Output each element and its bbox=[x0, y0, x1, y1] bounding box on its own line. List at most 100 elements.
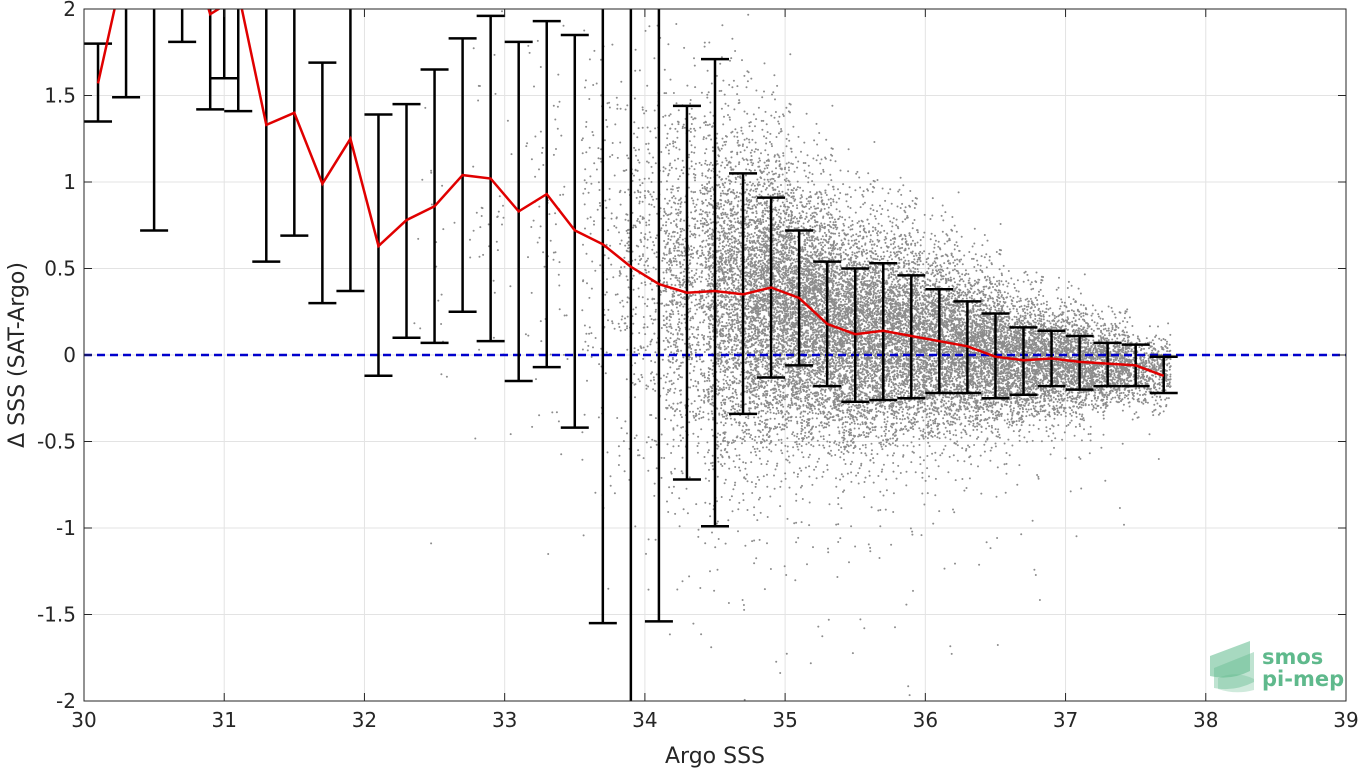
scatter-point bbox=[723, 386, 725, 388]
scatter-point bbox=[725, 543, 727, 545]
scatter-point bbox=[540, 225, 542, 227]
scatter-point bbox=[540, 340, 542, 342]
scatter-point bbox=[759, 176, 761, 178]
scatter-point bbox=[673, 231, 675, 233]
scatter-point bbox=[758, 499, 760, 501]
scatter-point bbox=[725, 380, 727, 382]
scatter-point bbox=[711, 369, 713, 371]
scatter-point bbox=[677, 310, 679, 312]
scatter-point bbox=[660, 227, 662, 229]
scatter-point bbox=[788, 456, 790, 458]
scatter-point bbox=[676, 589, 678, 591]
scatter-point bbox=[479, 226, 481, 228]
scatter-point bbox=[778, 389, 780, 391]
scatter-point bbox=[642, 296, 644, 298]
scatter-point bbox=[691, 249, 693, 251]
scatter-point bbox=[766, 463, 768, 465]
scatter-point bbox=[430, 170, 432, 172]
scatter-point bbox=[735, 181, 737, 183]
scatter-point bbox=[644, 197, 646, 199]
scatter-point bbox=[679, 282, 681, 284]
scatter-point bbox=[763, 235, 765, 237]
scatter-point bbox=[640, 191, 642, 193]
scatter-point bbox=[607, 451, 609, 453]
scatter-point bbox=[731, 267, 733, 269]
scatter-point bbox=[770, 115, 772, 117]
scatter-point bbox=[764, 162, 766, 164]
scatter-point bbox=[707, 229, 709, 231]
scatter-point bbox=[637, 170, 639, 172]
scatter-point bbox=[637, 449, 639, 451]
scatter-point bbox=[582, 349, 584, 351]
scatter-point bbox=[533, 86, 535, 88]
scatter-point bbox=[599, 264, 601, 266]
scatter-point bbox=[604, 139, 606, 141]
scatter-point bbox=[699, 255, 701, 257]
scatter-point bbox=[717, 476, 719, 478]
scatter-point bbox=[688, 421, 690, 423]
scatter-point bbox=[680, 350, 682, 352]
scatter-point bbox=[646, 161, 648, 163]
scatter-point bbox=[729, 243, 731, 245]
scatter-point bbox=[702, 203, 704, 205]
scatter-point bbox=[721, 404, 723, 406]
scatter-point bbox=[710, 177, 712, 179]
scatter-point bbox=[642, 358, 644, 360]
scatter-point bbox=[789, 111, 791, 113]
scatter-point bbox=[670, 345, 672, 347]
scatter-point bbox=[654, 483, 656, 485]
scatter-point bbox=[736, 265, 738, 267]
scatter-point bbox=[722, 370, 724, 372]
scatter-point bbox=[787, 134, 789, 136]
scatter-point bbox=[671, 309, 673, 311]
scatter-point bbox=[732, 371, 734, 373]
scatter-point bbox=[738, 424, 740, 426]
scatter-point bbox=[740, 270, 742, 272]
scatter-point bbox=[717, 433, 719, 435]
scatter-point bbox=[680, 231, 682, 233]
scatter-point bbox=[703, 138, 705, 140]
scatter-point bbox=[675, 275, 677, 277]
scatter-point bbox=[772, 200, 774, 202]
scatter-point bbox=[720, 90, 722, 92]
scatter-point bbox=[747, 382, 749, 384]
scatter-point bbox=[739, 409, 741, 411]
scatter-point bbox=[668, 269, 670, 271]
scatter-point bbox=[718, 262, 720, 264]
scatter-point bbox=[566, 314, 568, 316]
scatter-point bbox=[725, 178, 727, 180]
scatter-point bbox=[730, 264, 732, 266]
scatter-point bbox=[710, 323, 712, 325]
scatter-point bbox=[708, 295, 710, 297]
scatter-point bbox=[679, 410, 681, 412]
scatter-point bbox=[736, 191, 738, 193]
scatter-point bbox=[621, 300, 623, 302]
scatter-point bbox=[768, 350, 770, 352]
scatter-point bbox=[722, 440, 724, 442]
scatter-point bbox=[721, 414, 723, 416]
scatter-point bbox=[751, 155, 753, 157]
scatter-point bbox=[627, 232, 629, 234]
scatter-point bbox=[694, 86, 696, 88]
scatter-point bbox=[762, 435, 764, 437]
scatter-point bbox=[669, 128, 671, 130]
scatter-point bbox=[694, 65, 696, 67]
scatter-point bbox=[626, 349, 628, 351]
scatter-point bbox=[746, 210, 748, 212]
scatter-point bbox=[726, 295, 728, 297]
scatter-point bbox=[756, 442, 758, 444]
scatter-point bbox=[588, 333, 590, 335]
scatter-point bbox=[671, 327, 673, 329]
scatter-point bbox=[587, 345, 589, 347]
scatter-point bbox=[678, 374, 680, 376]
scatter-point bbox=[540, 131, 542, 133]
scatter-point bbox=[766, 261, 768, 263]
scatter-point bbox=[677, 131, 679, 133]
scatter-point bbox=[695, 299, 697, 301]
scatter-point bbox=[493, 280, 495, 282]
scatter-point bbox=[723, 282, 725, 284]
scatter-point bbox=[756, 294, 758, 296]
scatter-point bbox=[720, 179, 722, 181]
scatter-point bbox=[618, 326, 620, 328]
scatter-point bbox=[733, 274, 735, 276]
